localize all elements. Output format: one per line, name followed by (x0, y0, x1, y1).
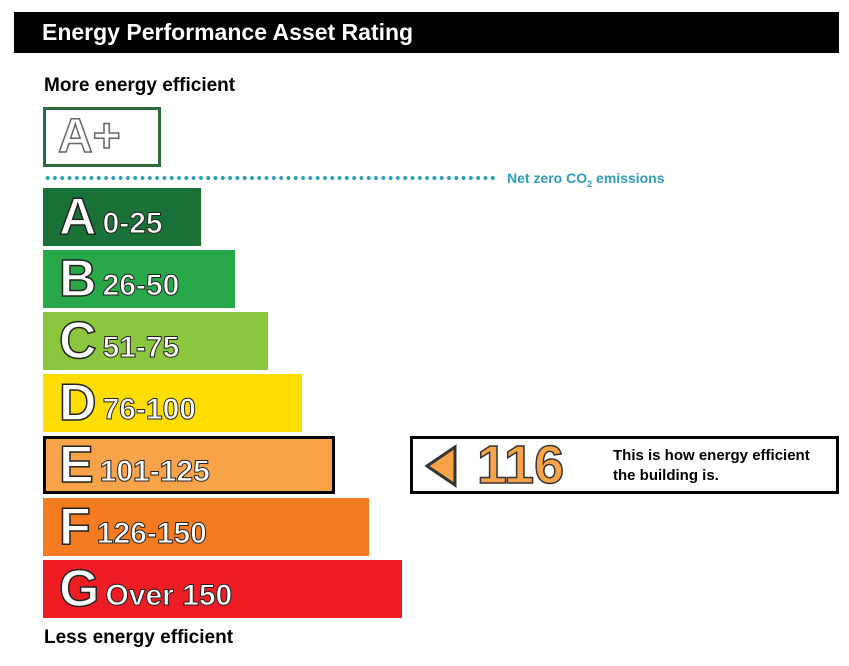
band-a: A 0-25 (43, 187, 201, 247)
band-range: 51-75 (102, 331, 180, 364)
net-zero-dotted-line (44, 174, 496, 182)
aplus-label: A+ (57, 109, 121, 164)
band-range: 0-25 (102, 207, 163, 240)
band-range: 101-125 (99, 455, 210, 488)
band-c: C 51-75 (43, 311, 268, 371)
current-rating-value: 116 (476, 435, 565, 495)
band-letter: A (58, 187, 97, 247)
band-letter: D (58, 373, 97, 433)
current-rating-note: This is how energy efficient the buildin… (613, 447, 810, 484)
band-e: E 101-125 (43, 435, 335, 495)
page-title: Energy Performance Asset Rating (14, 12, 839, 53)
pointer-arrow-icon (424, 444, 457, 488)
band-letter: B (58, 249, 97, 309)
band-range: 126-150 (96, 517, 207, 550)
current-rating-indicator: 116 This is how energy efficient the bui… (410, 435, 839, 495)
band-f: F 126-150 (43, 497, 369, 557)
band-g: G Over 150 (43, 559, 402, 619)
net-zero-label: Net zero CO2 emissions (507, 170, 665, 189)
band-d: D 76-100 (43, 373, 302, 433)
band-letter: G (58, 559, 100, 619)
band-letter: C (58, 311, 97, 371)
band-range: 76-100 (102, 393, 196, 426)
less-efficient-label: Less energy efficient (44, 627, 234, 648)
more-efficient-label: More energy efficient (44, 75, 236, 96)
band-letter: F (58, 497, 91, 557)
band-letter: E (58, 435, 94, 495)
band-range: 26-50 (102, 269, 180, 302)
band-b: B 26-50 (43, 249, 235, 309)
band-range: Over 150 (105, 579, 233, 612)
aplus-band: A+ (43, 107, 161, 167)
